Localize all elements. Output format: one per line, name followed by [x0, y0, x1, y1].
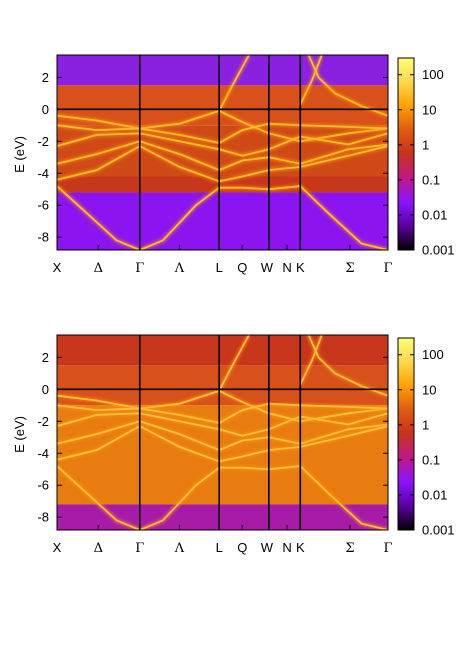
kpoint-label: X: [53, 540, 62, 555]
colorbar-tick-label: 0.1: [422, 172, 440, 187]
kpoint-label: N: [282, 540, 291, 555]
ytick-label: -2: [37, 414, 49, 429]
kpoint-label: Q: [237, 540, 247, 555]
y-axis-label: E (eV): [12, 416, 27, 453]
band-line-5: [57, 425, 388, 463]
colorbar-tick-label: 0.01: [422, 487, 447, 502]
spectral-band-4: [57, 504, 388, 530]
kpoint-label: Σ: [345, 261, 354, 276]
band-line-1: [57, 389, 388, 423]
colorbar-tick-label: 1: [422, 137, 429, 152]
kpoint-label: W: [261, 540, 274, 555]
kpoint-label: Δ: [94, 541, 103, 556]
band-line-4: [57, 140, 388, 172]
kpoint-label: L: [216, 260, 223, 275]
plot-frame: [56, 334, 389, 531]
band-line-3: [57, 412, 388, 437]
ytick-label: -6: [37, 198, 49, 213]
band-line-8: [299, 335, 323, 385]
kpoint-label: Γ: [383, 261, 392, 276]
ytick-label: 0: [42, 102, 49, 117]
ytick-label: 2: [42, 350, 49, 365]
band-line-2: [57, 402, 388, 424]
kpoint-label: Γ: [135, 541, 144, 556]
kpoint-label: K: [296, 260, 305, 275]
ytick-label: -8: [37, 510, 49, 525]
ytick-label: 2: [42, 70, 49, 85]
colorbar-tick-label: 10: [422, 382, 436, 397]
kpoint-label: Q: [237, 260, 247, 275]
band-panel-1: 2 0 -2 -4 -6 -8 E (eV) X Δ Γ Λ L Q W N K Σ Γ 100 10 1 0.1 0.01…: [12, 54, 455, 276]
kpoint-label: K: [296, 540, 305, 555]
colorbar-tick-label: 0.1: [422, 452, 440, 467]
ytick-label: -4: [37, 166, 49, 181]
kpoint-label: Σ: [345, 541, 354, 556]
spectral-band-5: [57, 192, 388, 250]
ytick-label: -8: [37, 230, 49, 245]
colorbar: [397, 337, 415, 531]
band-line-7: [218, 55, 250, 112]
colorbar-tick-label: 10: [422, 102, 436, 117]
spectral-band-1: [57, 335, 388, 366]
colorbar-tick-label: 100: [422, 67, 444, 82]
kpoint-label: Δ: [94, 261, 103, 276]
colorbar-tick-label: 100: [422, 347, 444, 362]
colorbar-tick-label: 0.001: [422, 243, 455, 258]
ytick-label: -6: [37, 478, 49, 493]
kpoint-label: N: [282, 260, 291, 275]
kpoint-label: W: [261, 260, 274, 275]
colorbar-tick-label: 0.001: [422, 523, 455, 538]
band-line-2: [57, 122, 388, 144]
band-line-5: [57, 145, 388, 183]
band-line-4: [57, 420, 388, 452]
ytick-label: -4: [37, 446, 49, 461]
colorbar-tick-label: 1: [422, 417, 429, 432]
spectral-band-1: [57, 55, 388, 86]
band-line-3: [57, 132, 388, 157]
band-panel-2: 2 0 -2 -4 -6 -8 E (eV) X Δ Γ Λ L Q W N K Σ Γ 100 10 1 0.1 0.01…: [12, 334, 455, 556]
colorbar-tick-label: 0.01: [422, 207, 447, 222]
plot-frame: [56, 54, 389, 251]
colorbar: [397, 57, 415, 251]
ytick-label: 0: [42, 382, 49, 397]
band-line-7: [218, 335, 250, 392]
band-line-1: [57, 109, 388, 143]
kpoint-label: Γ: [135, 261, 144, 276]
kpoint-label: Λ: [174, 541, 185, 556]
kpoint-label: X: [53, 260, 62, 275]
band-line-8: [299, 55, 323, 105]
kpoint-label: Γ: [383, 541, 392, 556]
ytick-label: -2: [37, 134, 49, 149]
y-axis-label: E (eV): [12, 136, 27, 173]
kpoint-label: L: [216, 540, 223, 555]
kpoint-label: Λ: [174, 261, 185, 276]
